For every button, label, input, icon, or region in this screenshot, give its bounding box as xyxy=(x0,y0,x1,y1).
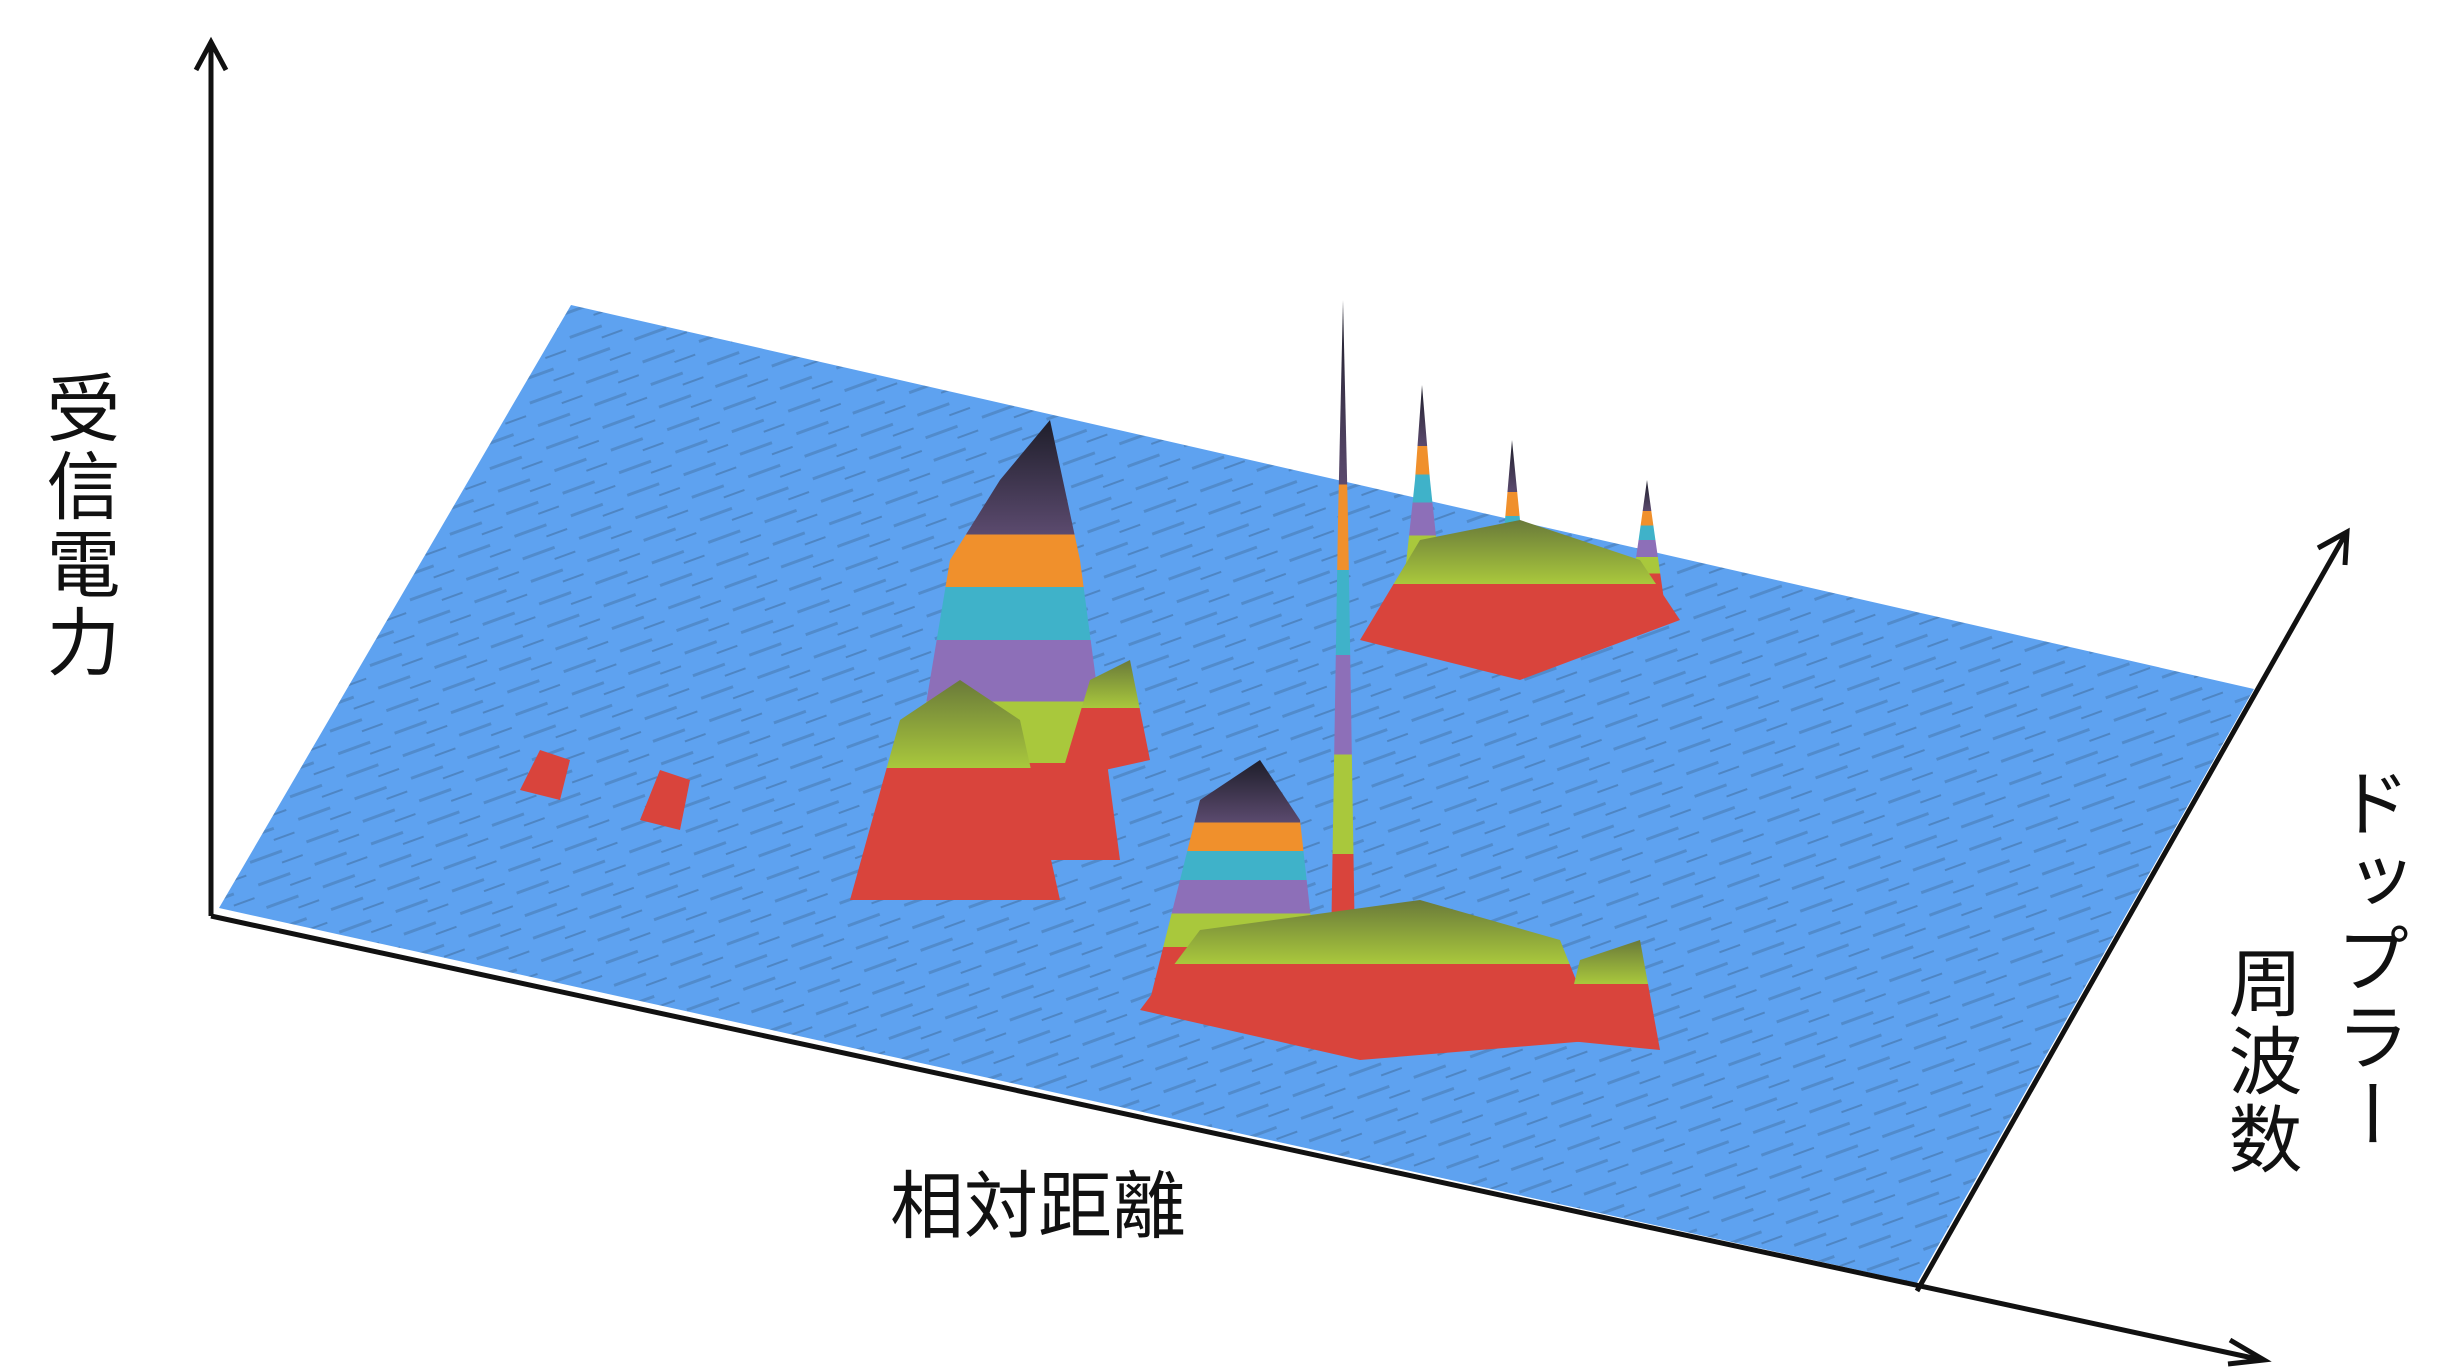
power-axis-label: 受信電力 xyxy=(34,370,120,682)
doppler-axis-label: 周波数 xyxy=(2216,945,2302,1179)
range-axis-label: 相対距離 xyxy=(890,1164,1186,1250)
axes xyxy=(193,36,2350,1367)
peaks xyxy=(520,300,1680,1060)
doppler-axis-label: ドップラー xyxy=(2324,765,2410,1155)
